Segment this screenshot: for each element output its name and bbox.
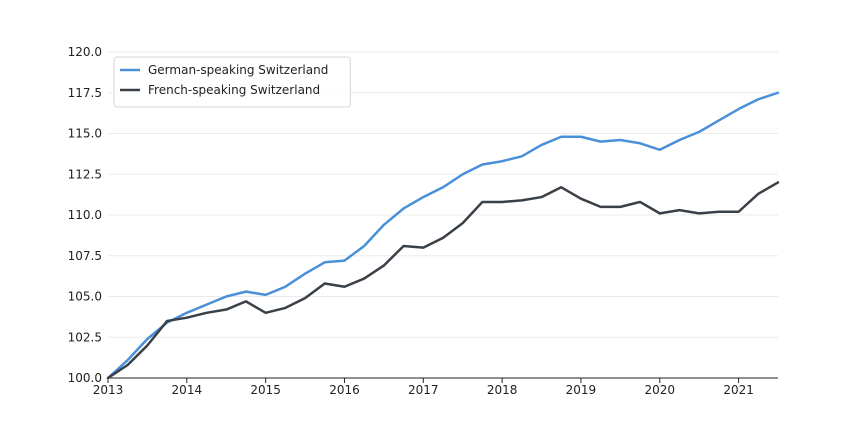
- y-tick-label: 110.0: [68, 208, 102, 222]
- y-tick-label: 105.0: [68, 290, 102, 304]
- x-tick-label: 2021: [723, 383, 754, 397]
- y-tick-label: 117.5: [68, 86, 102, 100]
- x-tick-label: 2017: [408, 383, 439, 397]
- x-tick-label: 2020: [644, 383, 675, 397]
- series-line-2: [106, 181, 780, 380]
- x-tick-label: 2014: [172, 383, 203, 397]
- x-tick-label: 2013: [93, 383, 124, 397]
- x-tick-label: 2015: [250, 383, 281, 397]
- y-tick-label: 107.5: [68, 249, 102, 263]
- legend-box: [113, 56, 351, 108]
- y-tick-label: 115.0: [68, 127, 102, 141]
- x-tick-label: 2019: [566, 383, 597, 397]
- y-tick-label: 112.5: [68, 167, 102, 181]
- x-tick-label: 2016: [329, 383, 360, 397]
- y-tick-label: 120.0: [68, 45, 102, 59]
- legend-label: German-speaking Switzerland: [148, 63, 328, 77]
- y-tick-label: 102.5: [68, 330, 102, 344]
- x-tick-label: 2018: [487, 383, 518, 397]
- series-line-1: [106, 91, 780, 380]
- legend: German-speaking Switzerland French-speaki…: [113, 56, 351, 108]
- y-tick-label: 100.0: [68, 371, 102, 385]
- legend-label: French-speaking Switzerland: [148, 83, 320, 97]
- axes: 100.0 102.5 105.0 107.5 110.0 112.5 115.0 117.5…: [68, 45, 778, 397]
- series-lines: [106, 91, 780, 380]
